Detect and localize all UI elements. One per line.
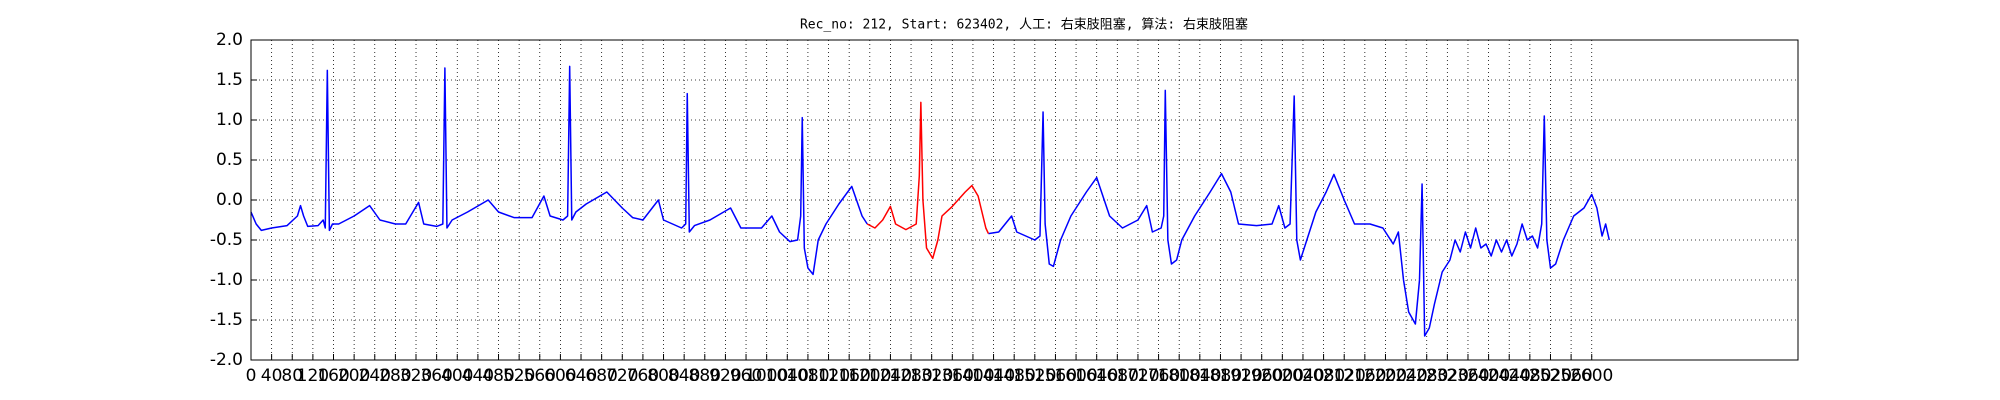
x-tick-label: 120 (297, 366, 329, 386)
y-tick-label: -1.0 (210, 270, 243, 290)
x-tick-label: 480 (482, 366, 514, 386)
y-tick-label: -0.5 (210, 230, 243, 250)
x-tick-label: 2560 (1549, 366, 1592, 386)
x-tick-label: 2480 (1508, 366, 1551, 386)
x-tick-label: 1320 (910, 366, 953, 386)
x-tick-label: 1800 (1158, 366, 1201, 386)
x-tick-label: 1840 (1178, 366, 1221, 386)
x-tick-label: 1520 (1013, 366, 1056, 386)
y-tick-label: -1.5 (210, 310, 243, 330)
x-tick-label: 440 (462, 366, 494, 386)
x-tick-label: 2440 (1488, 366, 1531, 386)
x-tick-label: 520 (503, 366, 535, 386)
x-tick-label: 1560 (1034, 366, 1077, 386)
x-tick-label: 2520 (1529, 366, 1572, 386)
x-tick-label: 1760 (1137, 366, 1180, 386)
x-tick-label: 2120 (1323, 366, 1366, 386)
x-tick-label: 2280 (1405, 366, 1448, 386)
x-tick-label: 1120 (807, 366, 850, 386)
x-tick-label: 2080 (1302, 366, 1345, 386)
x-tick-label: 2400 (1467, 366, 1510, 386)
x-tick-label: 280 (379, 366, 411, 386)
x-tick-label: 2360 (1446, 366, 1489, 386)
x-tick-label: 1720 (1116, 366, 1159, 386)
x-tick-label: 880 (689, 366, 721, 386)
x-tick-label: 1040 (766, 366, 809, 386)
y-tick-label: 0.0 (216, 190, 243, 210)
plot-frame (250, 39, 1799, 361)
x-tick-label: 800 (647, 366, 679, 386)
x-tick-label: 1920 (1219, 366, 1262, 386)
x-tick-label: 2320 (1426, 366, 1469, 386)
line-series (250, 65, 868, 276)
x-tick-label: 760 (627, 366, 659, 386)
x-tick-label: 360 (420, 366, 452, 386)
line-series (988, 89, 1611, 337)
chart-title: Rec_no: 212, Start: 623402, 人工: 右束肢阻塞, 算… (800, 17, 1248, 33)
x-tick-label: 1160 (828, 366, 871, 386)
x-tick-label: 1960 (1240, 366, 1283, 386)
x-tick-label: 40 (261, 366, 283, 386)
x-tick-label: 0 (246, 366, 257, 386)
y-tick-label: 0.5 (216, 150, 243, 170)
x-tick-label: 320 (400, 366, 432, 386)
y-tick-label: 2.0 (216, 30, 243, 50)
x-tick-label: 240 (359, 366, 391, 386)
x-tick-label: 1400 (951, 366, 994, 386)
x-tick-label: 2000 (1261, 366, 1304, 386)
x-tick-label: 960 (730, 366, 762, 386)
x-tick-label: 2200 (1364, 366, 1407, 386)
x-tick-label: 1240 (869, 366, 912, 386)
x-tick-label: 1280 (889, 366, 932, 386)
x-tick-label: 2160 (1343, 366, 1386, 386)
x-tick-label: 840 (668, 366, 700, 386)
x-tick-label: 400 (441, 366, 473, 386)
x-tick-label: 920 (709, 366, 741, 386)
x-tick-label: 1360 (931, 366, 974, 386)
x-tick-label: 680 (585, 366, 617, 386)
y-tick-label: 1.0 (216, 110, 243, 130)
x-tick-label: 1440 (972, 366, 1015, 386)
x-tick-label: 2240 (1384, 366, 1427, 386)
x-tick-label: 1640 (1075, 366, 1118, 386)
x-tick-label: 1480 (993, 366, 1036, 386)
y-tick-label: -2.0 (210, 350, 243, 370)
x-tick-label: 1880 (1199, 366, 1242, 386)
x-tick-label: 200 (338, 366, 370, 386)
x-tick-label: 1080 (786, 366, 829, 386)
x-tick-label: 1200 (848, 366, 891, 386)
x-tick-label: 640 (565, 366, 597, 386)
x-tick-label: 2040 (1281, 366, 1324, 386)
x-tick-label: 2600 (1570, 366, 1613, 386)
x-tick-label: 1600 (1054, 366, 1097, 386)
x-tick-label: 80 (281, 366, 303, 386)
line-series (866, 101, 990, 260)
x-tick-label: 720 (606, 366, 638, 386)
y-tick-label: 1.5 (216, 70, 243, 90)
x-tick-label: 1680 (1096, 366, 1139, 386)
x-tick-label: 1000 (745, 366, 788, 386)
x-tick-label: 600 (544, 366, 576, 386)
x-tick-label: 160 (317, 366, 349, 386)
x-tick-label: 560 (524, 366, 556, 386)
